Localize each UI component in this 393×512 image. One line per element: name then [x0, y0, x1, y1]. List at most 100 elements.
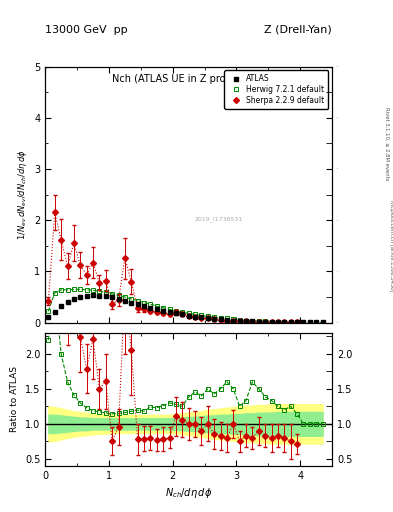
Sherpa 2.2.9 default: [148, 308, 153, 314]
Herwig 7.2.1 default: [307, 319, 312, 326]
Herwig 7.2.1 default: [275, 318, 280, 325]
Sherpa 2.2.9 default: [84, 272, 89, 278]
Sherpa 2.2.9 default: [180, 311, 185, 317]
Herwig 7.2.1 default: [256, 318, 261, 324]
Herwig 7.2.1 default: [193, 311, 197, 317]
Herwig 7.2.1 default: [123, 294, 127, 300]
ATLAS: [91, 292, 95, 298]
Sherpa 2.2.9 default: [269, 319, 274, 325]
ATLAS: [269, 318, 274, 325]
Herwig 7.2.1 default: [199, 312, 204, 318]
Herwig 7.2.1 default: [301, 319, 306, 325]
ATLAS: [237, 317, 242, 324]
Herwig 7.2.1 default: [154, 303, 159, 309]
Legend: ATLAS, Herwig 7.2.1 default, Sherpa 2.2.9 default: ATLAS, Herwig 7.2.1 default, Sherpa 2.2.…: [224, 70, 328, 109]
Sherpa 2.2.9 default: [161, 310, 165, 316]
ATLAS: [295, 319, 299, 325]
ATLAS: [174, 310, 178, 316]
Herwig 7.2.1 default: [116, 292, 121, 298]
Sherpa 2.2.9 default: [250, 318, 255, 325]
ATLAS: [180, 311, 185, 317]
Line: ATLAS: ATLAS: [46, 293, 325, 325]
Y-axis label: Ratio to ATLAS: Ratio to ATLAS: [10, 367, 19, 432]
Sherpa 2.2.9 default: [59, 237, 64, 243]
Herwig 7.2.1 default: [103, 289, 108, 295]
Sherpa 2.2.9 default: [288, 319, 293, 325]
Y-axis label: $1/N_{ev}\,dN_{ev}/dN_{ch}/d\eta\,d\phi$: $1/N_{ev}\,dN_{ev}/dN_{ch}/d\eta\,d\phi$: [16, 149, 29, 240]
ATLAS: [52, 309, 57, 315]
Sherpa 2.2.9 default: [282, 319, 286, 325]
ATLAS: [154, 306, 159, 312]
Herwig 7.2.1 default: [84, 287, 89, 293]
ATLAS: [97, 293, 102, 299]
ATLAS: [224, 317, 229, 323]
Herwig 7.2.1 default: [180, 309, 185, 315]
ATLAS: [282, 319, 286, 325]
ATLAS: [320, 319, 325, 326]
Sherpa 2.2.9 default: [244, 318, 248, 325]
Sherpa 2.2.9 default: [206, 315, 210, 322]
Sherpa 2.2.9 default: [154, 309, 159, 315]
ATLAS: [199, 314, 204, 321]
ATLAS: [78, 294, 83, 300]
Herwig 7.2.1 default: [52, 290, 57, 296]
Sherpa 2.2.9 default: [91, 260, 95, 266]
ATLAS: [218, 316, 223, 323]
Herwig 7.2.1 default: [65, 287, 70, 293]
Herwig 7.2.1 default: [263, 318, 268, 325]
ATLAS: [129, 300, 134, 306]
Sherpa 2.2.9 default: [231, 317, 236, 324]
ATLAS: [65, 299, 70, 305]
Herwig 7.2.1 default: [295, 319, 299, 325]
Sherpa 2.2.9 default: [218, 317, 223, 323]
ATLAS: [161, 308, 165, 314]
ATLAS: [206, 315, 210, 322]
Line: Sherpa 2.2.9 default: Sherpa 2.2.9 default: [46, 210, 299, 325]
Line: Herwig 7.2.1 default: Herwig 7.2.1 default: [46, 287, 325, 325]
Sherpa 2.2.9 default: [193, 314, 197, 320]
ATLAS: [59, 303, 64, 309]
Sherpa 2.2.9 default: [186, 313, 191, 319]
Herwig 7.2.1 default: [135, 297, 140, 304]
Text: Nch (ATLAS UE in Z production): Nch (ATLAS UE in Z production): [112, 74, 266, 84]
Sherpa 2.2.9 default: [256, 318, 261, 325]
Herwig 7.2.1 default: [46, 308, 51, 314]
ATLAS: [212, 316, 217, 322]
ATLAS: [244, 318, 248, 324]
Herwig 7.2.1 default: [167, 306, 172, 312]
ATLAS: [46, 314, 51, 321]
ATLAS: [141, 303, 146, 309]
Herwig 7.2.1 default: [320, 319, 325, 326]
ATLAS: [84, 293, 89, 299]
Herwig 7.2.1 default: [250, 317, 255, 324]
Herwig 7.2.1 default: [59, 287, 64, 293]
Text: mcplots.cern.ch [arXiv:1306.3436]: mcplots.cern.ch [arXiv:1306.3436]: [389, 200, 393, 291]
Sherpa 2.2.9 default: [46, 298, 51, 304]
Herwig 7.2.1 default: [72, 286, 76, 292]
Sherpa 2.2.9 default: [275, 319, 280, 325]
Herwig 7.2.1 default: [174, 308, 178, 314]
Herwig 7.2.1 default: [218, 315, 223, 321]
ATLAS: [288, 319, 293, 325]
Herwig 7.2.1 default: [206, 313, 210, 319]
Herwig 7.2.1 default: [129, 296, 134, 302]
Sherpa 2.2.9 default: [116, 297, 121, 303]
Herwig 7.2.1 default: [110, 291, 114, 297]
Herwig 7.2.1 default: [237, 317, 242, 323]
ATLAS: [148, 305, 153, 311]
ATLAS: [301, 319, 306, 325]
ATLAS: [275, 319, 280, 325]
ATLAS: [110, 294, 114, 301]
Sherpa 2.2.9 default: [199, 315, 204, 321]
ATLAS: [256, 318, 261, 325]
ATLAS: [314, 319, 318, 326]
Sherpa 2.2.9 default: [212, 316, 217, 323]
ATLAS: [167, 309, 172, 315]
ATLAS: [250, 318, 255, 325]
ATLAS: [72, 296, 76, 302]
Herwig 7.2.1 default: [231, 316, 236, 323]
Sherpa 2.2.9 default: [52, 209, 57, 216]
Sherpa 2.2.9 default: [263, 318, 268, 325]
Sherpa 2.2.9 default: [97, 280, 102, 286]
Herwig 7.2.1 default: [288, 319, 293, 325]
